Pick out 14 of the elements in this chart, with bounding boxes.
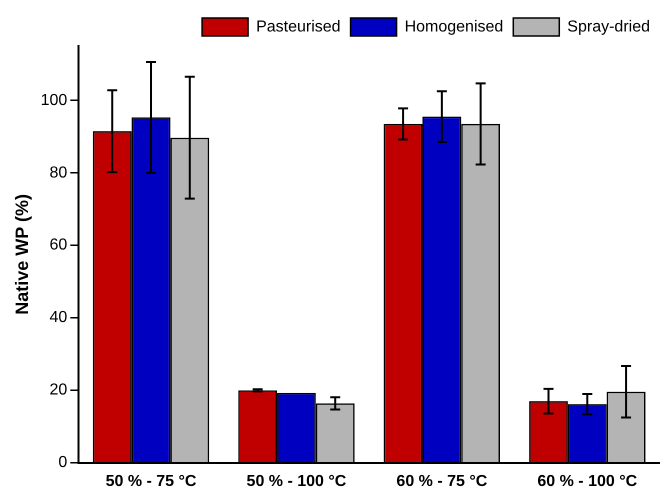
- y-tick-label: 100: [40, 92, 68, 109]
- y-tick-label: 80: [50, 164, 68, 182]
- x-tick-label: 50 % - 75 °C: [106, 472, 197, 490]
- x-tick-label: 60 % - 100 °C: [537, 472, 638, 490]
- y-tick-label: 40: [50, 309, 68, 326]
- y-tick-label: 20: [50, 382, 68, 399]
- y-tick-label: 0: [58, 454, 68, 472]
- x-tick-label: 60 % - 75 °C: [396, 472, 488, 490]
- legend-label: Spray-dried: [567, 18, 650, 36]
- y-axis-title: Native WP (%): [12, 194, 32, 315]
- legend-label: Homogenised: [404, 18, 504, 36]
- legend-label: Pasteurised: [256, 18, 341, 36]
- y-tick-label: 60: [50, 236, 68, 254]
- x-tick-label: 50 % - 100 °C: [246, 472, 347, 490]
